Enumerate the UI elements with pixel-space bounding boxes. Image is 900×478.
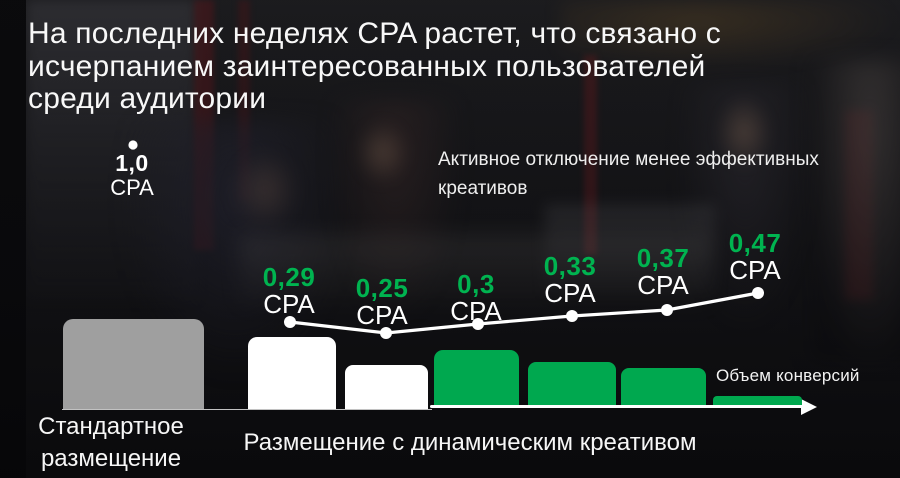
cpa-unit: CPA [544, 278, 596, 308]
cpa-value-label-0,47: 0,47 CPA [729, 230, 782, 284]
bar-dynamic-0,33 [528, 362, 616, 405]
cpa-callout-standard: 1,0 CPA [101, 151, 163, 200]
cpa-value: 0,37 [636, 243, 690, 273]
bar-dynamic-0,47 [713, 396, 802, 405]
slide-title-line-3: среди аудитории [28, 82, 267, 115]
group-label-standard: Стандартное размещение [28, 411, 194, 475]
cpa-value-label-0,3: 0,3 CPA [450, 271, 502, 325]
bar-dynamic-0,3 [434, 350, 519, 405]
cpa-unit: CPA [450, 296, 502, 326]
cpa-value: 0,47 [728, 228, 782, 258]
annotation-creatives: Активное отключение менее эффективных кр… [438, 146, 858, 203]
cpa-unit: CPA [729, 255, 781, 285]
decor-silhouette-man-center [680, 85, 810, 325]
bar-dynamic-0,29 [248, 337, 336, 409]
cpa-value: 0,25 [355, 273, 409, 303]
cpa-value: 0,33 [543, 251, 597, 281]
cpa-value-label-0,33: 0,33 CPA [544, 253, 597, 307]
decor-face-glow-center [355, 120, 410, 185]
axis-arrowhead-icon [801, 398, 817, 415]
cpa-value: 0,3 [457, 269, 495, 299]
annotation-line-1: Активное отключение менее эффективных [438, 149, 819, 170]
slide-title-line-2: исчерпанием заинтересованных пользовател… [28, 49, 706, 83]
decor-left-strip [0, 0, 26, 478]
bar-standard-1,0 [63, 319, 204, 409]
group-label-dynamic: Размещение с динамическим креативом [243, 429, 697, 456]
axis-baseline-arrow-line [430, 404, 804, 409]
cpa-value-label-0,37: 0,37 CPA [637, 245, 690, 299]
cpa-callout-value: 1,0 [115, 150, 149, 176]
bar-dynamic-0,37 [621, 368, 706, 405]
cpa-callout-unit: CPA [110, 175, 154, 200]
volume-axis-label: Объем конверсий [716, 366, 860, 385]
bar-dynamic-0,25 [345, 365, 428, 409]
cpa-unit: CPA [263, 289, 315, 319]
cpa-value-label-0,25: 0,25 CPA [356, 275, 409, 329]
annotation-line-2: креативов [438, 177, 528, 199]
group-label-standard-line-2: размещение [40, 445, 182, 472]
cpa-value-label-0,29: 0,29 CPA [263, 264, 316, 318]
cpa-unit: CPA [637, 270, 689, 300]
cpa-value: 0,29 [262, 262, 316, 292]
group-label-standard-line-1: Стандартное [38, 413, 184, 440]
slide-title-line-1: На последних неделях CPA растет, что свя… [28, 17, 721, 50]
decor-face-glow-left [230, 150, 300, 230]
slide-title: На последних неделях CPA растет, что свя… [28, 17, 868, 116]
cpa-unit: CPA [356, 300, 408, 330]
decor-red-frame-right [845, 110, 873, 300]
